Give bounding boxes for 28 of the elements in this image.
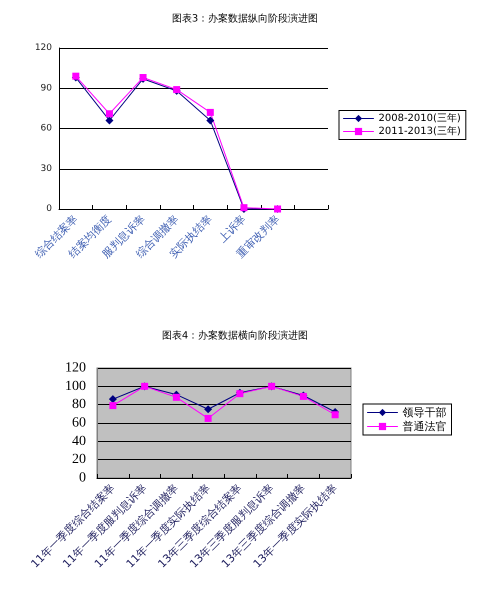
- legend-label: 普通法官: [402, 420, 446, 433]
- point: [332, 411, 339, 418]
- point: [172, 394, 180, 401]
- y-tick-label: 0: [46, 204, 52, 214]
- y-tick-label: 60: [40, 124, 52, 134]
- legend-label: 2011-2013(三年): [378, 125, 461, 137]
- point: [105, 116, 114, 124]
- y-tick-label: 30: [40, 164, 52, 174]
- point: [106, 110, 113, 118]
- chart-title: 图表4：办案数据横向阶段演进图: [162, 330, 308, 342]
- y-tick-label: 60: [72, 416, 86, 430]
- y-tick-label: 20: [72, 452, 86, 468]
- y-tick-label: 100: [65, 378, 86, 394]
- point: [204, 405, 212, 414]
- y-tick-label: 40: [72, 434, 86, 449]
- y-tick-label: 120: [65, 360, 86, 376]
- y-tick-label: 120: [34, 43, 52, 53]
- chart-title: 图表3：办案数据纵向阶段演进图: [172, 12, 318, 24]
- point: [109, 402, 116, 410]
- legend-label: 领导干部: [402, 406, 446, 419]
- point: [204, 414, 212, 422]
- point: [206, 108, 214, 116]
- legend-label: 2008-2010(三年): [378, 112, 461, 124]
- point: [108, 395, 117, 404]
- y-tick-label: 90: [40, 83, 52, 94]
- point: [206, 116, 214, 124]
- y-tick-label: 0: [79, 470, 86, 486]
- y-tick-label: 80: [72, 397, 86, 412]
